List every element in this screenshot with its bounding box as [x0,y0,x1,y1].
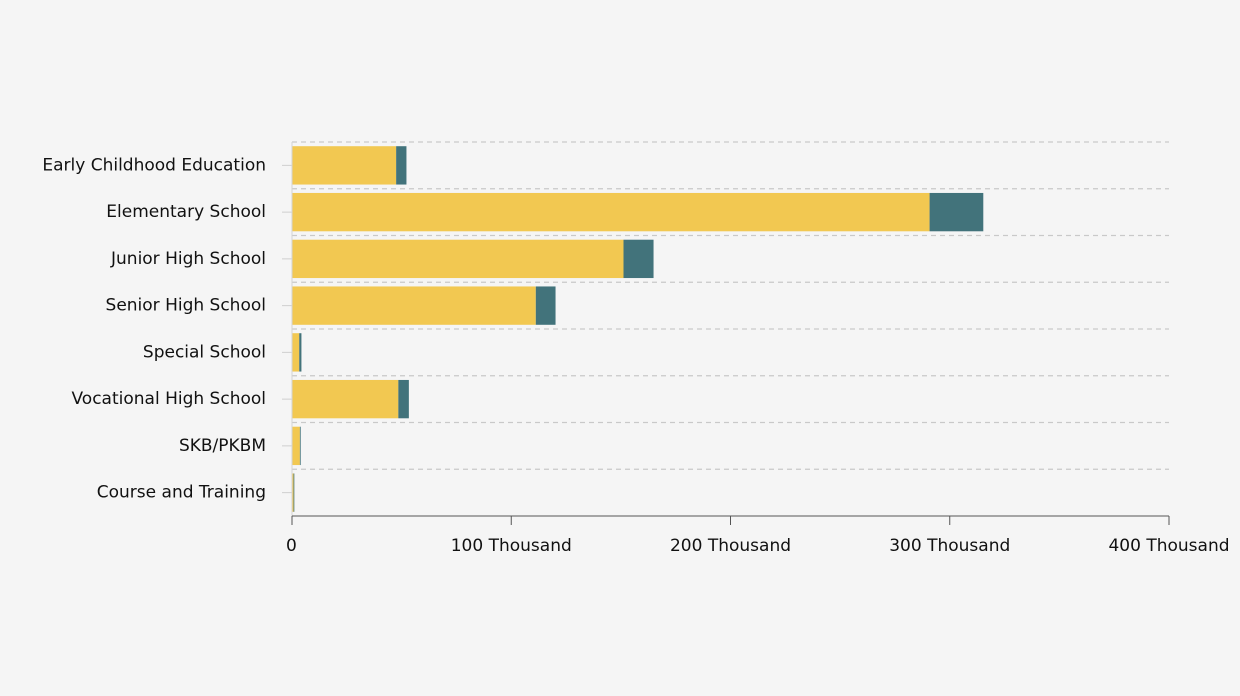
bar-segment-1[interactable] [292,379,399,419]
bar-segment-2[interactable] [929,192,984,232]
bar-segment-1[interactable] [292,286,536,325]
bar-segment-2[interactable] [398,379,409,419]
category-label: Junior High School [110,249,266,269]
bar-segment-2[interactable] [299,333,302,372]
x-tick-label: 200 Thousand [670,536,791,556]
category-label: Special School [143,342,266,362]
bar-segment-1[interactable] [292,146,397,185]
axis-layer [282,142,1170,525]
bar-segment-1[interactable] [292,426,300,466]
grid-layer [292,141,1169,470]
category-label: Vocational High School [72,389,267,409]
bar-segment-2[interactable] [623,239,654,279]
bar-segment-1[interactable] [292,473,294,512]
bar-segment-1[interactable] [292,239,624,279]
bar-segment-2[interactable] [299,426,301,466]
bar-segment-1[interactable] [292,333,300,372]
labels-layer: Early Childhood Education Elementary Scho… [42,155,1229,556]
category-label: SKB/PKBM [179,436,266,456]
bars-layer [292,146,984,512]
x-tick-label: 300 Thousand [889,536,1010,556]
category-label: Senior High School [106,296,266,316]
bar-segment-1[interactable] [292,192,930,232]
bar-segment-2[interactable] [293,473,295,512]
x-tick-label: 100 Thousand [451,536,572,556]
category-label: Course and Training [97,483,266,503]
bar-segment-2[interactable] [396,146,407,185]
x-tick-label: 0 [286,536,297,556]
x-tick-label: 400 Thousand [1108,536,1229,556]
bar-segment-2[interactable] [535,286,556,325]
category-label: Early Childhood Education [42,155,266,175]
category-label: Elementary School [106,202,266,222]
